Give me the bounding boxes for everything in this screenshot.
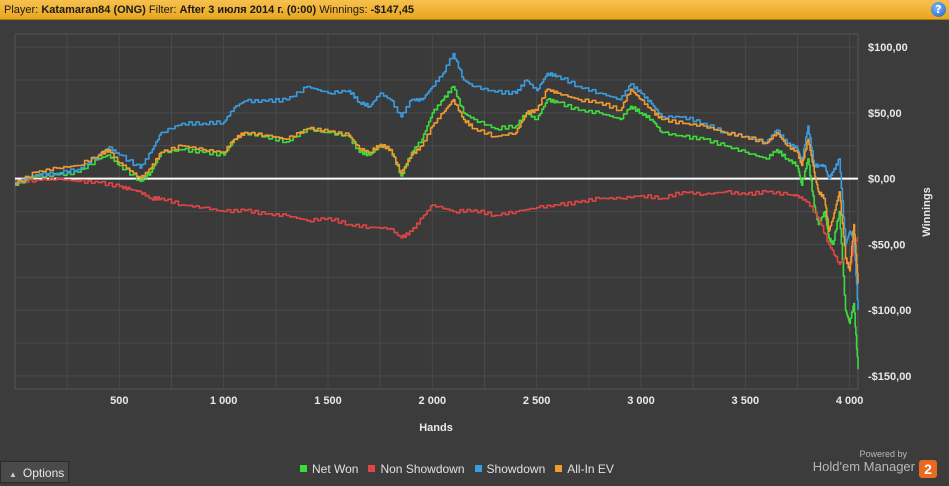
x-tick-label: 1 500 (314, 395, 342, 407)
legend-item-all-in-ev[interactable]: All-In EV (555, 462, 614, 476)
powered-by-text: Powered by (859, 449, 907, 459)
x-tick-labels: 500 1 000 1 500 2 000 2 500 3 000 3 500 4 000 (110, 395, 863, 407)
player-label: Player: (4, 4, 39, 16)
options-label: Options (22, 466, 65, 480)
legend-label: Non Showdown (380, 462, 465, 476)
y-tick-labels: $100,00 $50,00 $0,00 -$50,00 -$100,00 -$150,0… (868, 42, 911, 383)
x-tick-label: 2 000 (419, 395, 447, 407)
series-line-showdown (15, 52, 859, 311)
x-tick-label: 1 000 (210, 395, 238, 407)
winnings-value: -$147,45 (370, 4, 415, 16)
legend-item-net-won[interactable]: Net Won (300, 462, 358, 476)
x-tick-label: 4 000 (836, 395, 864, 407)
x-tick-label: 2 500 (523, 395, 551, 407)
player-value: Katamaran84 (ONG) (41, 4, 146, 16)
y-tick-label: -$50,00 (868, 239, 905, 251)
product-logo-badge: 2 (919, 460, 937, 478)
x-axis-label: Hands (419, 422, 453, 434)
series-line-non-showdown (15, 177, 859, 272)
series-line-net-won (15, 85, 859, 370)
y-tick-label: -$150,00 (868, 371, 911, 383)
series-line-all-in-ev (15, 88, 859, 284)
filter-label: Filter: (148, 4, 177, 16)
legend-label: Net Won (312, 462, 359, 476)
options-button[interactable]: ▲ Options (0, 461, 69, 483)
legend-swatch (300, 465, 307, 472)
winnings-line-chart: 500 1 000 1 500 2 000 2 500 3 000 3 500 4 000 $… (0, 20, 949, 460)
report-header-bar: Player: Katamaran84 (ONG) Filter: After … (0, 0, 949, 20)
legend-swatch (368, 465, 376, 472)
triangle-up-icon: ▲ (9, 470, 17, 479)
y-axis-label: Winnings (921, 187, 933, 236)
y-tick-label: $0,00 (868, 174, 896, 186)
y-tick-label: -$100,00 (868, 305, 911, 317)
y-tick-label: $100,00 (868, 42, 908, 54)
branding: Powered by Hold'em Manager 2 (813, 449, 937, 478)
series-lines (15, 52, 859, 370)
x-tick-label: 3 000 (627, 395, 655, 407)
y-tick-label: $50,00 (868, 108, 902, 120)
product-name: Hold'em Manager (812, 459, 915, 474)
chart-legend: Net Won Non Showdown Showdown All-In EV (300, 462, 624, 476)
legend-item-showdown[interactable]: Showdown (474, 462, 546, 476)
x-tick-label: 500 (110, 395, 128, 407)
winnings-label: Winnings: (319, 4, 368, 16)
legend-swatch (555, 465, 563, 472)
legend-label: Showdown (486, 462, 546, 476)
legend-label: All-In EV (567, 462, 614, 476)
legend-item-non-showdown[interactable]: Non Showdown (368, 462, 465, 476)
filter-value: After 3 июля 2014 г. (0:00) (179, 4, 317, 16)
x-tick-label: 3 500 (732, 395, 760, 407)
help-icon[interactable]: ? (931, 2, 946, 17)
legend-swatch (474, 465, 482, 472)
